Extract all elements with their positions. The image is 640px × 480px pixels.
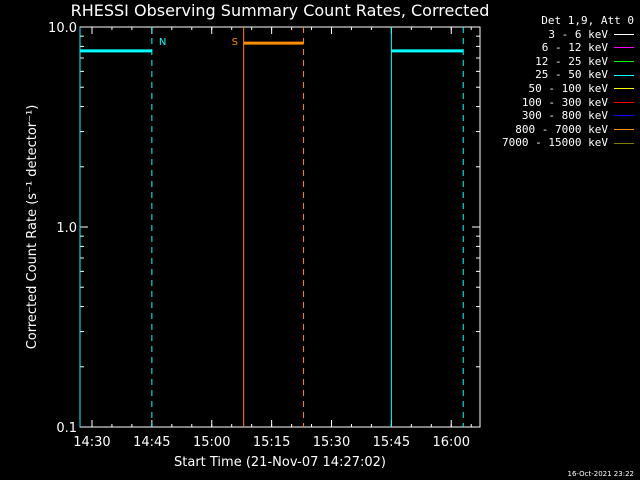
legend-swatch bbox=[614, 47, 634, 49]
legend-swatch bbox=[614, 74, 634, 76]
y-tick-label: 0.1 bbox=[56, 421, 77, 436]
event-marker-label: S bbox=[232, 37, 238, 48]
legend-item: 50 - 100 keV bbox=[502, 82, 634, 96]
legend-item: 7000 - 15000 keV bbox=[502, 136, 634, 150]
x-tick-label: 14:45 bbox=[133, 435, 170, 450]
legend-label: 100 - 300 keV bbox=[521, 95, 608, 109]
legend-label: 12 - 25 keV bbox=[535, 54, 608, 68]
legend-item: 800 - 7000 keV bbox=[502, 123, 634, 137]
legend-swatch bbox=[614, 61, 634, 63]
y-tick-label: 1.0 bbox=[56, 221, 77, 236]
x-axis-label: Start Time (21-Nov-07 14:27:02) bbox=[174, 455, 386, 470]
legend-header: Det 1,9, Att 0 bbox=[541, 14, 634, 27]
legend-item: 100 - 300 keV bbox=[502, 96, 634, 110]
legend-item: 300 - 800 keV bbox=[502, 109, 634, 123]
x-tick-label: 16:00 bbox=[433, 435, 470, 450]
x-tick-label: 15:45 bbox=[373, 435, 410, 450]
legend-label: 50 - 100 keV bbox=[528, 81, 608, 95]
legend-swatch bbox=[614, 88, 634, 90]
legend-swatch bbox=[614, 33, 634, 35]
x-tick-label: 14:30 bbox=[73, 435, 110, 450]
legend-label: 6 - 12 keV bbox=[541, 41, 608, 55]
legend-item: 12 - 25 keV bbox=[502, 55, 634, 69]
legend-item: 6 - 12 keV bbox=[502, 41, 634, 55]
legend-label: 300 - 800 keV bbox=[521, 109, 608, 123]
legend-label: 25 - 50 keV bbox=[535, 68, 608, 82]
plot-frame bbox=[79, 26, 481, 428]
event-marker-label: N bbox=[159, 37, 166, 48]
y-axis-label: Corrected Count Rate (s⁻¹ detector⁻¹) bbox=[25, 105, 40, 350]
legend: Det 1,9, Att 0 3 - 6 keV 6 - 12 keV 12 - 2… bbox=[502, 14, 634, 150]
y-tick-label: 10.0 bbox=[48, 21, 77, 36]
legend-swatch bbox=[614, 101, 634, 103]
legend-label: 3 - 6 keV bbox=[548, 27, 608, 41]
x-tick-label: 15:00 bbox=[193, 435, 230, 450]
legend-item: 3 - 6 keV bbox=[502, 28, 634, 42]
generation-timestamp: 16-Oct-2021 23:22 bbox=[567, 470, 634, 478]
legend-item: 25 - 50 keV bbox=[502, 68, 634, 82]
legend-swatch bbox=[614, 115, 634, 117]
x-tick-label: 15:30 bbox=[313, 435, 350, 450]
legend-swatch bbox=[614, 129, 634, 131]
legend-label: 7000 - 15000 keV bbox=[502, 136, 608, 150]
legend-label: 800 - 7000 keV bbox=[515, 122, 608, 136]
legend-swatch bbox=[614, 142, 634, 144]
chart-title: RHESSI Observing Summary Count Rates, Co… bbox=[71, 1, 490, 20]
x-tick-label: 15:15 bbox=[253, 435, 290, 450]
